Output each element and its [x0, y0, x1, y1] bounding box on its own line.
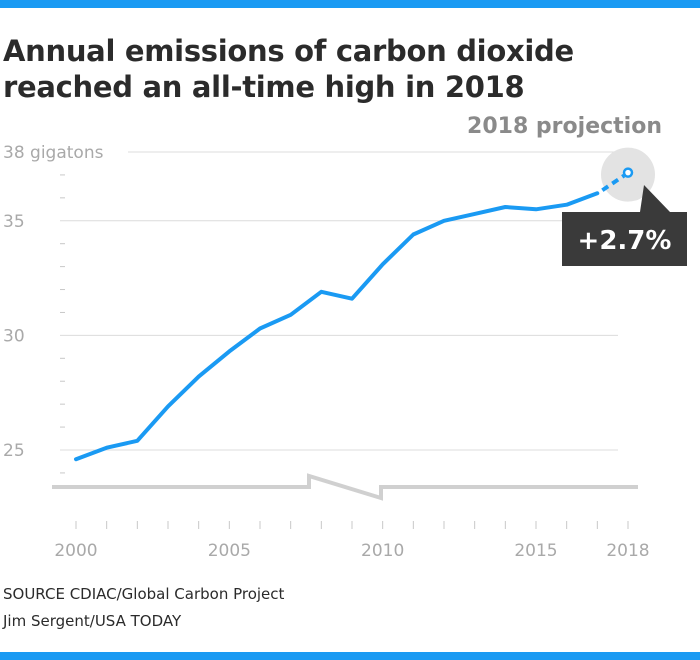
- emissions-chart: 38 gigatons 35 30 25 2000 2005 2010 2015 2018 +…: [3, 114, 687, 561]
- projection-callout: +2.7%: [562, 185, 687, 266]
- x-tick-label-2018: 2018: [606, 541, 649, 561]
- projection-change-label: +2.7%: [578, 226, 672, 256]
- x-tick-label-2005: 2005: [208, 541, 251, 561]
- grid-layer: [60, 151, 618, 451]
- axis-break-line: [52, 473, 638, 501]
- projection-label: 2018 projection: [467, 114, 662, 139]
- top-accent-bar: [0, 0, 700, 8]
- emissions-series-line: [74, 191, 600, 462]
- y-tick-label-30: 30: [3, 326, 25, 346]
- x-tick-label-2010: 2010: [361, 541, 404, 561]
- projection-dashed-line: [601, 173, 626, 192]
- x-tick-label-2015: 2015: [514, 541, 557, 561]
- chart-title: Annual emissions of carbon dioxide reach…: [3, 34, 574, 104]
- minor-tick-marks: [60, 174, 65, 474]
- projection-point: [622, 167, 634, 178]
- credit-note: Jim Sergent/USA TODAY: [3, 612, 182, 630]
- source-note: SOURCE CDIAC/Global Carbon Project: [3, 585, 285, 603]
- y-tick-labels: 38 gigatons 35 30 25: [3, 143, 104, 461]
- x-tick-label-2000: 2000: [54, 541, 97, 561]
- callout-box: [562, 212, 687, 266]
- y-tick-label-38: 38 gigatons: [3, 143, 104, 163]
- bottom-accent-bar: [0, 652, 700, 660]
- callout-pointer: [640, 185, 670, 212]
- y-tick-label-25: 25: [3, 441, 25, 461]
- x-ticks: 2000 2005 2010 2015 2018: [54, 521, 650, 561]
- y-tick-label-35: 35: [3, 212, 25, 232]
- axis-break: [52, 473, 638, 501]
